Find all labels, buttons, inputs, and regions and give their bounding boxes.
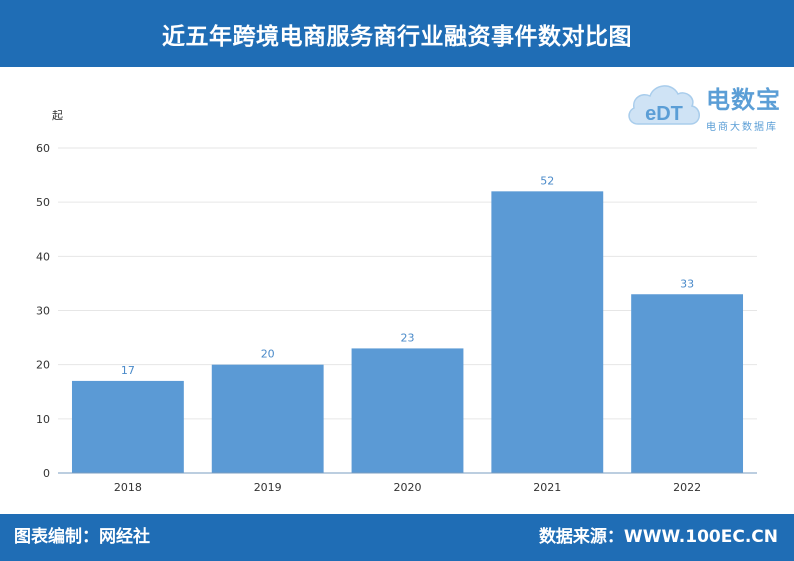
bar-value-label: 33	[680, 277, 694, 290]
cloud-logo-icon: eDT	[628, 85, 700, 125]
bar-2021	[491, 191, 604, 473]
chart-title: 近五年跨境电商服务商行业融资事件数对比图	[162, 23, 632, 50]
bars	[71, 191, 744, 473]
chart-header: 近五年跨境电商服务商行业融资事件数对比图	[0, 0, 794, 67]
y-tick-label: 20	[36, 359, 50, 372]
bar-value-label: 23	[401, 331, 415, 344]
bar-2020	[351, 348, 464, 473]
logo-mark: eDT	[645, 103, 683, 125]
footer-source: 数据来源：WWW.100EC.CN	[538, 527, 778, 547]
y-tick-label: 40	[36, 250, 50, 263]
brand-name: 电数宝	[706, 86, 781, 114]
y-tick-label: 50	[36, 196, 50, 209]
y-tick-labels: 0 10 20 30 40 50 60	[36, 142, 50, 480]
y-tick-label: 60	[36, 142, 50, 155]
x-tick-labels: 2018 2019 2020 2021 2022	[114, 481, 701, 494]
x-tick-label: 2019	[254, 481, 282, 494]
y-axis-unit-label: 起	[52, 109, 63, 122]
bar-value-labels: 17 20 23 52 33	[121, 174, 694, 377]
bar-value-label: 17	[121, 364, 135, 377]
bar-value-label: 52	[540, 174, 554, 187]
x-tick-label: 2018	[114, 481, 142, 494]
y-tick-label: 10	[36, 413, 50, 426]
x-tick-label: 2022	[673, 481, 701, 494]
brand-subtitle: 电商大数据库	[706, 122, 778, 133]
bar-2022	[631, 294, 744, 473]
brand-logo: eDT 电数宝 电商大数据库	[624, 72, 790, 136]
y-tick-label: 30	[36, 305, 50, 318]
bar-2019	[211, 364, 324, 473]
bar-2018	[71, 380, 184, 473]
footer-credit: 图表编制：网经社	[14, 527, 150, 547]
bar-value-label: 20	[261, 348, 275, 361]
x-tick-label: 2020	[394, 481, 422, 494]
y-tick-label: 0	[43, 467, 50, 480]
chart-footer: 图表编制：网经社 数据来源：WWW.100EC.CN	[0, 514, 794, 561]
x-tick-label: 2021	[533, 481, 561, 494]
